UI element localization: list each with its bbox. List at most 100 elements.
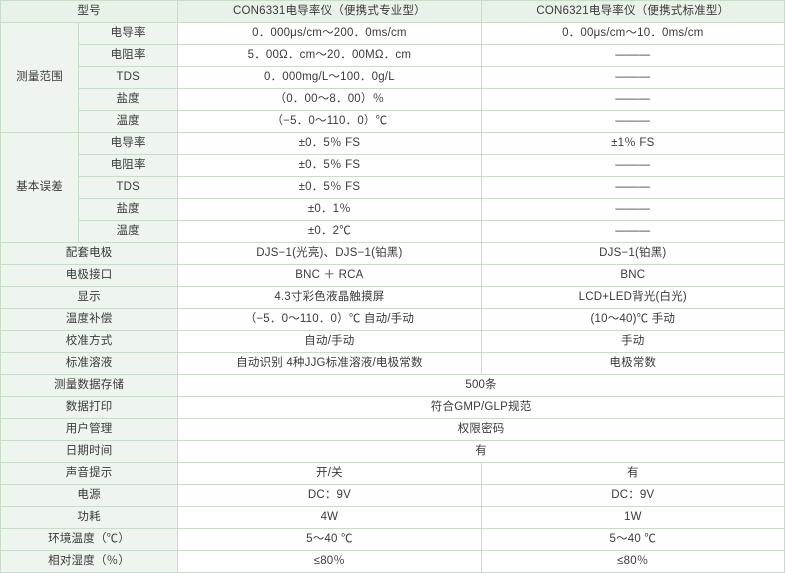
table-row: 测量范围 电导率 0．000μs/cm～200．0ms/cm 0．00μs/cm～10… [0,22,785,133]
row-value-col2: ——— [480,44,785,67]
row-sub-label: 电导率 [78,132,179,155]
row-value-span: 500条 [177,374,785,397]
group-label: 基本误差 [0,132,80,243]
row-value-span: 权限密码 [177,418,785,441]
row-sub-label: TDS [78,66,179,89]
table-row: 用户管理 权限密码 [0,418,785,441]
row-value-col2: ——— [480,88,785,111]
table-row: TDS ±0．5％ FS ——— [1,176,785,199]
row-value-col1: 自动/手动 [177,330,482,353]
row-value-col1: ±0．5％ FS [177,176,482,199]
row-label: 校准方式 [0,330,179,353]
row-label: 标准溶液 [0,352,179,375]
row-value-col1: 4.3寸彩色液晶触摸屏 [177,286,482,309]
row-value-col2: LCD+LED背光(白光) [480,286,785,309]
row-value-col2: 有 [480,462,785,485]
row-value-col1: DJS−1(光亮)、DJS−1(铂黑) [177,242,482,265]
table-row: 功耗 4W 1W [0,506,785,529]
row-value-span: 符合GMP/GLP规范 [177,396,785,419]
row-value-col2: 5～40 ℃ [480,528,785,551]
row-value-span: 有 [177,440,785,463]
row-sub-label: 电阻率 [78,154,179,177]
row-label: 电极接口 [0,264,179,287]
row-value-col2: ——— [480,66,785,89]
row-sub-label: 盐度 [78,88,179,111]
row-value-col1: ≤80％ [177,550,482,573]
row-value-col1: ±0．1％ [177,198,482,221]
table-row: 电阻率 5．00Ω．cm～20．00MΩ．cm ——— [1,44,785,67]
row-value-col1: 5．00Ω．cm～20．00MΩ．cm [177,44,482,67]
header-col1-label: CON6331电导率仪（便携式专业型） [177,0,482,23]
table-row: 电阻率 ±0．5％ FS ——— [1,154,785,177]
table-row: TDS 0．000mg/L～100．0g/L ——— [1,66,785,89]
row-value-col2: 手动 [480,330,785,353]
header-col2-label: CON6321电导率仪（便携式标准型） [480,0,785,23]
row-value-col1: 自动识别 4种JJG标准溶液/电极常数 [177,352,482,375]
row-value-col1: 4W [177,506,482,529]
group-label: 测量范围 [0,22,80,133]
table-row: 测量数据存储 500条 [0,374,785,397]
row-label: 日期时间 [0,440,179,463]
row-value-col2: DC：9V [480,484,785,507]
row-sub-label: 盐度 [78,198,179,221]
row-label: 数据打印 [0,396,179,419]
row-label: 温度补偿 [0,308,179,331]
row-value-col1: 0．000μs/cm～200．0ms/cm [177,22,482,45]
table-row: 温度补偿 （−5．0～110．0）℃ 自动/手动 (10～40)℃ 手动 [0,308,785,331]
table-row: 基本误差 电导率 ±0．5％ FS ±1％ FS [0,132,785,243]
table-row: 盐度 ±0．1％ ——— [1,198,785,221]
row-value-col1: ±0．5％ FS [177,132,482,155]
row-sub-label: 电导率 [78,22,179,45]
row-value-col1: （−5．0～110．0）℃ [177,110,482,133]
row-value-col2: ——— [480,154,785,177]
row-value-col1: ±0．5％ FS [177,154,482,177]
row-value-col2: ——— [480,198,785,221]
table-row: 数据打印 符合GMP/GLP规范 [0,396,785,419]
table-row: 显示 4.3寸彩色液晶触摸屏 LCD+LED背光(白光) [0,286,785,309]
row-value-col2: ≤80％ [480,550,785,573]
row-label: 电源 [0,484,179,507]
table-row: 校准方式 自动/手动 手动 [0,330,785,353]
row-value-col2: ±1％ FS [480,132,785,155]
row-value-col1: 5～40 ℃ [177,528,482,551]
row-value-col1: 0．000mg/L～100．0g/L [177,66,482,89]
row-value-col2: ——— [480,110,785,133]
table-row: 配套电极 DJS−1(光亮)、DJS−1(铂黑) DJS−1(铂黑) [0,242,785,265]
row-value-col2: BNC [480,264,785,287]
row-label: 功耗 [0,506,179,529]
table-row: 电极接口 BNC ＋ RCA BNC [0,264,785,287]
header-model-label: 型号 [0,0,179,23]
table-row: 温度 （−5．0～110．0）℃ ——— [1,110,785,133]
table-row: 相对湿度（％） ≤80％ ≤80％ [0,550,785,573]
table-row: 盐度 （0．00～8．00）％ ——— [1,88,785,111]
table-row: 环境温度（℃） 5～40 ℃ 5～40 ℃ [0,528,785,551]
row-label: 用户管理 [0,418,179,441]
row-sub-label: 温度 [78,220,179,243]
row-value-col1: BNC ＋ RCA [177,264,482,287]
row-label: 显示 [0,286,179,309]
row-value-col1: ±0．2℃ [177,220,482,243]
row-value-col2: 1W [480,506,785,529]
row-label: 声音提示 [0,462,179,485]
row-value-col1: （−5．0～110．0）℃ 自动/手动 [177,308,482,331]
row-label: 环境温度（℃） [0,528,179,551]
row-sub-label: 温度 [78,110,179,133]
row-sub-label: 电阻率 [78,44,179,67]
table-row: 声音提示 开/关有 [0,462,785,485]
row-value-col2: 电极常数 [480,352,785,375]
row-label: 相对湿度（％） [0,550,179,573]
row-value-col2: 0．00μs/cm～10．0ms/cm [480,22,785,45]
row-value-col2: ——— [480,220,785,243]
row-value-col1: DC：9V [177,484,482,507]
table-row: 日期时间有 [0,440,785,463]
table-header-row: 型号 CON6331电导率仪（便携式专业型） CON6321电导率仪（便携式标准型） [0,0,785,23]
row-value-col1: 开/关 [177,462,482,485]
table-row: 标准溶液 自动识别 4种JJG标准溶液/电极常数 电极常数 [0,352,785,375]
row-value-col2: (10～40)℃ 手动 [480,308,785,331]
row-label: 测量数据存储 [0,374,179,397]
row-value-col1: （0．00～8．00）％ [177,88,482,111]
row-label: 配套电极 [0,242,179,265]
row-value-col2: ——— [480,176,785,199]
